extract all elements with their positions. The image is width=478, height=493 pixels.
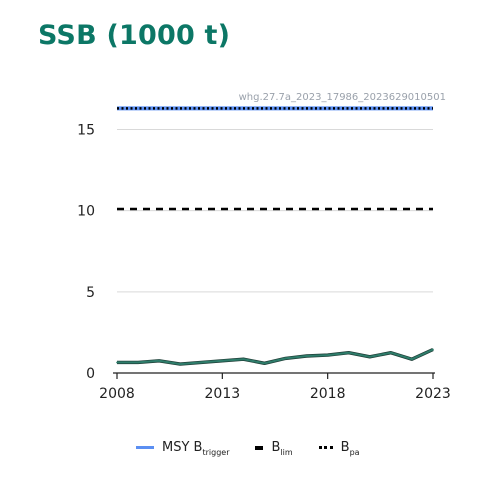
x-tick-label-2008: 2008 <box>99 386 135 402</box>
y-tick-label-10: 10 <box>77 204 95 220</box>
bpa-swatch <box>318 446 333 449</box>
legend-item-msy-btrigger: MSY Btrigger <box>136 440 230 457</box>
ssb-point-2020 <box>369 355 371 358</box>
x-tick-label-2018: 2018 <box>310 386 346 402</box>
legend-label-bpa: Bpa <box>340 440 360 457</box>
legend-item-bpa: Bpa <box>318 440 360 457</box>
ssb-point-2014 <box>242 358 245 361</box>
x-tick-label-2023: 2023 <box>415 386 451 402</box>
grid-lines <box>117 128 433 293</box>
ssb-point-2010 <box>158 360 160 362</box>
legend-label-msy: MSY Btrigger <box>162 440 230 457</box>
ssb-point-2022 <box>411 358 413 361</box>
ssb-point-2017 <box>305 355 308 357</box>
chart-title: SSB (1000 t) <box>38 20 231 51</box>
ssb-point-2012 <box>200 361 203 364</box>
ssb-point-2013 <box>221 360 224 362</box>
ssb-point-2015 <box>263 362 266 365</box>
ssb-point-2009 <box>137 361 139 364</box>
ssb-line-0 <box>117 348 434 366</box>
ssb-point-2021 <box>390 351 392 354</box>
stock-id-label: whg.27.7a_2023_17986_2023629010501 <box>238 92 446 103</box>
axes <box>113 372 435 379</box>
legend-label-blim: Blim <box>271 440 293 457</box>
blim-swatch <box>255 445 264 450</box>
ssb-point-2016 <box>284 357 287 360</box>
reference-lines <box>117 106 433 211</box>
legend: MSY Btrigger Blim Bpa <box>136 440 360 457</box>
legend-item-blim: Blim <box>255 440 293 457</box>
y-tick-label-0: 0 <box>86 366 95 382</box>
ssb-point-2023 <box>432 348 434 351</box>
x-tick-label-2013: 2013 <box>205 386 241 402</box>
ssb-point-2008 <box>116 361 118 364</box>
y-tick-label-15: 15 <box>77 122 95 138</box>
ssb-point-2019 <box>347 351 350 354</box>
data-series <box>116 347 434 366</box>
ssb-point-2011 <box>179 363 181 365</box>
y-tick-label-5: 5 <box>86 285 95 301</box>
ssb-point-2018 <box>326 354 329 356</box>
tick-labels: 0 5 10 15 2008 2013 2018 2023 <box>77 122 451 402</box>
msy-btrigger-swatch <box>136 446 154 449</box>
